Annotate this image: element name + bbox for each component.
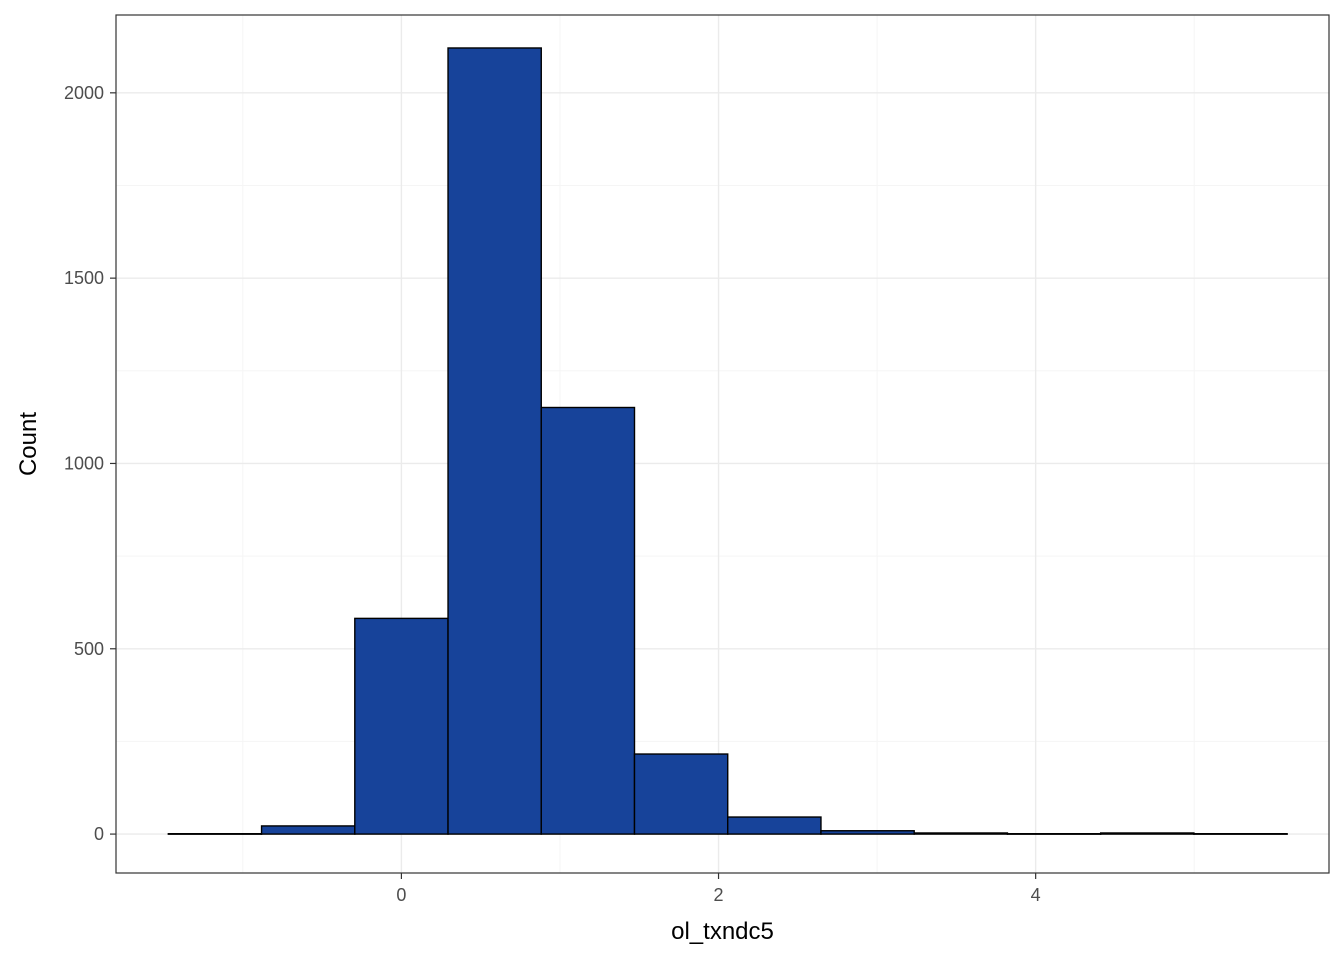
histogram-bar xyxy=(727,816,822,835)
histogram-bar xyxy=(354,617,449,835)
histogram-bar xyxy=(167,833,263,835)
x-axis-title: ol_txndc5 xyxy=(671,918,774,945)
x-axis-ticks: 0 2 4 xyxy=(396,873,1041,905)
x-tick-label: 2 xyxy=(714,885,724,905)
histogram-bar xyxy=(820,830,915,835)
x-tick-label: 4 xyxy=(1031,885,1041,905)
histogram-bar xyxy=(1006,833,1102,835)
histogram-bar xyxy=(447,47,542,835)
histogram-bar xyxy=(633,753,729,835)
y-axis-ticks: 0 500 1000 1500 2000 xyxy=(64,83,116,844)
histogram-bar xyxy=(1193,833,1288,835)
y-tick-label: 1000 xyxy=(64,453,104,473)
histogram-bars xyxy=(167,47,1288,835)
panel-border xyxy=(115,14,1330,874)
histogram-bar xyxy=(1099,832,1195,835)
y-axis-title: Count xyxy=(15,412,42,476)
x-tick-label: 0 xyxy=(396,885,406,905)
y-tick-label: 500 xyxy=(74,639,104,659)
histogram-bar xyxy=(540,406,636,835)
histogram-bar xyxy=(260,825,356,835)
histogram-bar xyxy=(913,832,1009,835)
y-tick-label: 0 xyxy=(94,824,104,844)
y-tick-label: 1500 xyxy=(64,268,104,288)
y-tick-label: 2000 xyxy=(64,83,104,103)
